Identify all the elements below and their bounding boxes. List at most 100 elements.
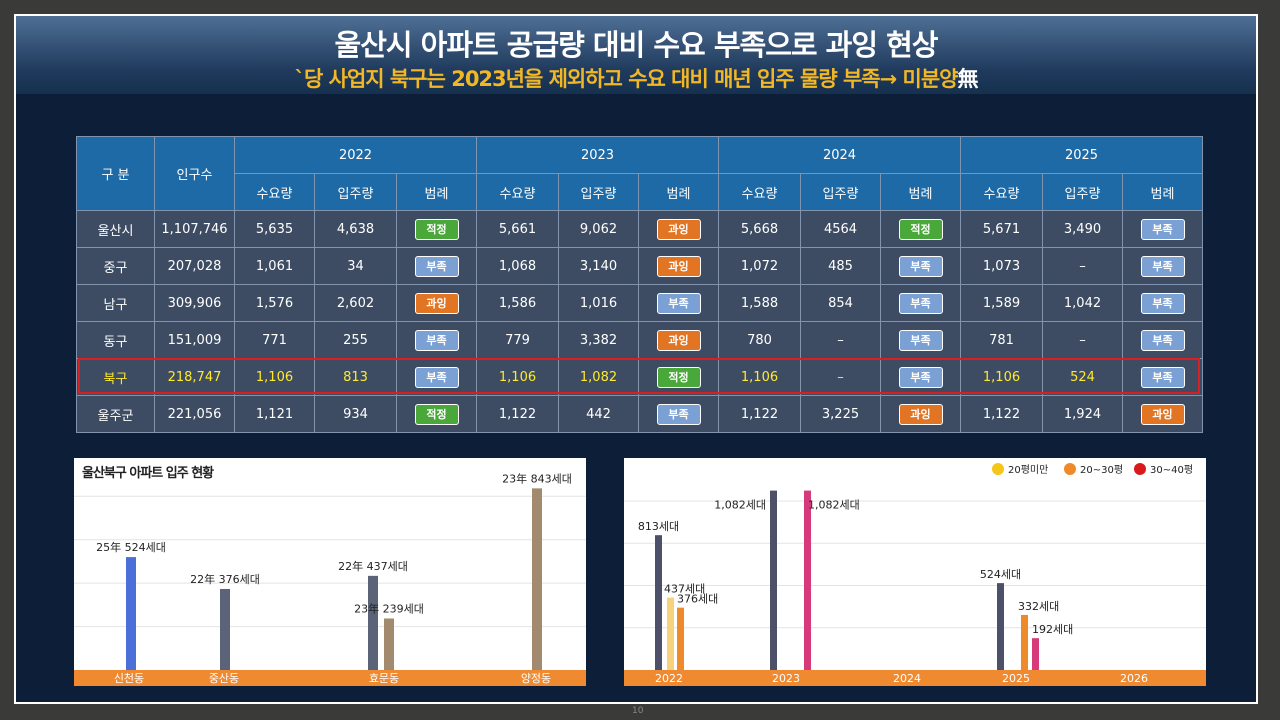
legend-cell: 과잉 — [638, 321, 719, 359]
bar-data-label: 22年 376세대 — [190, 572, 260, 586]
header-supply-2023: 입주량 — [558, 173, 639, 211]
status-badge: 부족 — [898, 366, 943, 388]
demand-cell: 1,072 — [718, 247, 801, 285]
bar-data-label: 332세대 — [1018, 600, 1059, 613]
row-region-name: 중구 — [76, 247, 155, 285]
status-badge: 과잉 — [898, 403, 943, 425]
status-badge: 부족 — [1140, 329, 1185, 351]
status-badge: 부족 — [1140, 292, 1185, 314]
legend-cell: 과잉 — [638, 247, 719, 285]
demand-cell: 1,122 — [960, 395, 1043, 433]
supply-cell: 813 — [314, 358, 397, 396]
row-population: 207,028 — [154, 247, 235, 285]
table-row: 동구 151,009 771 255 부족 779 3,382 과잉 780– 부족 781– 부족 — [76, 321, 1203, 359]
x-tick-label: 양정동 — [521, 672, 551, 685]
bar-data-label: 22年 437세대 — [338, 559, 408, 573]
row-population: 1,107,746 — [154, 210, 235, 248]
bar — [532, 488, 542, 670]
legend-swatch — [992, 463, 1004, 475]
demand-cell: 1,576 — [234, 284, 315, 322]
supply-cell: 1,924 — [1042, 395, 1123, 433]
x-tick-label: 2026 — [1120, 672, 1148, 685]
x-tick-label: 2023 — [772, 672, 800, 685]
supply-cell: 1,042 — [1042, 284, 1123, 322]
supply-cell: 3,225 — [800, 395, 881, 433]
table-row: 남구 309,906 1,576 2,602 과잉 1,586 1,016 부족 1,588 85… — [76, 284, 1203, 322]
supply-cell: 1,016 — [558, 284, 639, 322]
supply-cell: 34 — [314, 247, 397, 285]
supply-cell: 3,490 — [1042, 210, 1123, 248]
legend-cell: 부족 — [396, 358, 477, 396]
slide-subtitle: `당 사업지 북구는 2023년을 제외하고 수요 대비 매년 입주 물량 부족… — [16, 63, 1256, 93]
bar-data-label: 437세대 — [664, 583, 705, 596]
legend-cell: 과잉 — [1122, 395, 1203, 433]
demand-cell: 1,106 — [960, 358, 1043, 396]
demand-cell: 1,068 — [476, 247, 559, 285]
legend-label: 20평미만 — [1008, 464, 1048, 476]
bar-data-label: 1,082세대 — [808, 499, 860, 512]
status-badge: 부족 — [414, 366, 459, 388]
legend-cell: 부족 — [638, 395, 719, 433]
supply-cell: – — [800, 358, 881, 396]
slide-title: 울산시 아파트 공급량 대비 수요 부족으로 과잉 현상 — [334, 28, 939, 62]
bar — [1021, 614, 1028, 670]
slide-frame: 울산시 아파트 공급량 대비 수요 부족으로 과잉 현상 `당 사업지 북구는 … — [14, 14, 1258, 704]
legend-cell: 부족 — [880, 284, 961, 322]
x-tick-label: 신천동 — [114, 671, 144, 685]
bar — [220, 588, 230, 670]
status-badge: 부족 — [414, 255, 459, 277]
supply-cell: 2,602 — [314, 284, 397, 322]
bar-data-label: 23年 843세대 — [502, 471, 572, 485]
row-region-name: 울주군 — [76, 395, 155, 433]
legend-cell: 과잉 — [638, 210, 719, 248]
supply-cell: 3,382 — [558, 321, 639, 359]
bar-data-label: 192세대 — [1032, 623, 1073, 636]
supply-cell: 255 — [314, 321, 397, 359]
legend-cell: 부족 — [1122, 358, 1203, 396]
supply-cell: – — [1042, 321, 1123, 359]
legend-cell: 부족 — [880, 247, 961, 285]
demand-cell: 1,061 — [234, 247, 315, 285]
bar — [368, 575, 378, 670]
legend-cell: 적정 — [638, 358, 719, 396]
bar-data-label: 376세대 — [677, 593, 718, 606]
bar-data-label: 524세대 — [980, 568, 1021, 581]
x-tick-label: 2025 — [1002, 672, 1030, 685]
status-badge: 과잉 — [656, 218, 701, 240]
supply-cell: 1,082 — [558, 358, 639, 396]
demand-cell: 781 — [960, 321, 1043, 359]
header-demand-2023: 수요량 — [476, 173, 559, 211]
x-tick-label: 중산동 — [209, 672, 239, 685]
supply-cell: – — [800, 321, 881, 359]
row-region-name: 동구 — [76, 321, 155, 359]
row-region-name: 북구 — [76, 358, 155, 396]
status-badge: 적정 — [414, 218, 459, 240]
x-tick-label: 2022 — [655, 672, 683, 685]
row-region-name: 울산시 — [76, 210, 155, 248]
legend-label: 30~40평 — [1150, 464, 1193, 476]
legend-cell: 부족 — [396, 321, 477, 359]
bar-data-label: 1,082세대 — [714, 499, 766, 512]
header-supply-2025: 입주량 — [1042, 173, 1123, 211]
table-row: 울산시 1,107,746 5,635 4,638 적정 5,661 9,062 과잉 5,66… — [76, 210, 1203, 248]
x-tick-label: 2024 — [893, 672, 921, 685]
legend-label: 20~30평 — [1080, 464, 1123, 476]
header-demand-2022: 수요량 — [234, 173, 315, 211]
status-badge: 적정 — [656, 366, 701, 388]
header-year-2022: 2022 — [234, 136, 477, 174]
bar — [667, 597, 674, 670]
demand-cell: 5,671 — [960, 210, 1043, 248]
row-population: 221,056 — [154, 395, 235, 433]
demand-cell: 1,121 — [234, 395, 315, 433]
row-population: 151,009 — [154, 321, 235, 359]
legend-cell: 부족 — [1122, 321, 1203, 359]
bar-data-label: 813세대 — [638, 520, 679, 533]
status-badge: 부족 — [656, 292, 701, 314]
row-region-name: 남구 — [76, 284, 155, 322]
demand-cell: 1,122 — [718, 395, 801, 433]
bukgu-move-in-chart: 25年 524세대 22年 376세대 22年 437세대 23年 239세대 23年 … — [74, 458, 586, 686]
demand-cell: 1,586 — [476, 284, 559, 322]
header-legend-2025: 범례 — [1122, 173, 1203, 211]
legend-cell: 적정 — [880, 210, 961, 248]
bar-data-label: 25年 524세대 — [96, 540, 166, 554]
